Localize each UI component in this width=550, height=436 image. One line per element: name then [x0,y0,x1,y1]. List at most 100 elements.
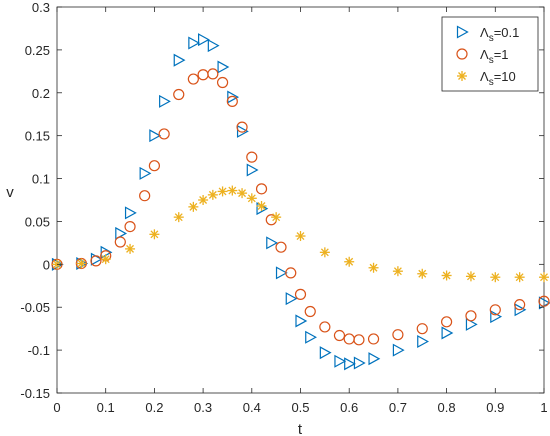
data-point [246,151,258,163]
data-point [125,243,136,254]
data-point [304,305,316,318]
data-point [226,95,238,107]
x-tick-label: 0 [53,400,60,415]
data-point [319,247,330,258]
data-point [188,201,199,212]
x-axis-label: t [298,421,303,436]
series-3 [52,185,549,283]
data-point [158,128,170,140]
y-tick-label: 0.05 [25,214,50,229]
x-tick-label: 0.5 [291,400,309,415]
x-tick-label: 1 [540,400,547,415]
legend-marker [456,25,469,39]
data-point [76,258,87,269]
legend-label: Λs=10 [480,69,516,88]
data-point [353,356,366,370]
data-point [344,357,356,371]
data-point [124,206,137,220]
data-point [275,241,287,253]
data-point [392,329,404,341]
data-point [368,262,379,273]
data-point [149,129,162,143]
data-point [334,354,347,368]
data-point [148,160,160,172]
y-tick-label: -0.05 [20,300,50,315]
data-point [368,352,381,366]
data-point [207,189,218,200]
data-point [115,226,128,240]
data-point [417,335,429,349]
legend-marker [457,71,467,81]
data-point [465,271,476,282]
data-point [227,185,238,196]
data-point [236,124,249,138]
data-point [465,310,477,322]
data-point [441,326,454,340]
data-point [392,266,403,277]
data-point [114,236,126,248]
data-point [392,343,405,357]
data-point [538,295,550,307]
x-tick-label: 0.8 [438,400,456,415]
data-point [285,292,298,306]
data-point [100,254,111,265]
data-point [139,190,151,202]
data-point [149,229,160,240]
series-layer [51,33,550,371]
y-tick-label: 0.3 [32,0,50,15]
x-tick-label: 0.6 [340,400,358,415]
axis-ticks: 0 0.1 0.2 0.3 0.4 0.5 0.6 0.7 0.8 0.9 1 -0.15 -0.1 -0… [20,0,547,415]
data-point [246,193,257,204]
data-point [173,212,184,223]
data-point [198,33,210,47]
data-point [367,333,380,345]
data-point [207,39,220,53]
data-point [416,323,428,335]
data-point [441,270,452,281]
x-tick-label: 0.3 [194,400,212,415]
data-point [441,316,453,328]
data-point [275,266,288,280]
data-point [216,76,229,89]
data-point [490,310,503,324]
data-point [236,121,248,133]
data-point [237,188,248,199]
data-point [255,183,268,195]
data-point [333,329,346,342]
data-point [417,268,428,279]
data-point [90,255,102,267]
data-point [188,36,201,50]
data-point [353,334,365,346]
data-point [266,236,279,250]
data-point [319,346,332,360]
legend-label: Λs=1 [480,47,509,66]
data-point [198,195,209,205]
legend-marker [456,48,468,60]
data-point [514,299,526,311]
data-point [173,53,186,67]
data-point [319,321,331,333]
data-point [187,73,199,85]
y-tick-label: -0.1 [28,343,50,358]
data-point [285,267,297,279]
data-point [207,68,219,80]
data-point [139,166,152,180]
x-tick-label: 0.7 [389,400,407,415]
y-axis-label: v [6,184,14,201]
legend-label: Λs=0.1 [480,25,519,44]
data-point [246,163,259,177]
data-point [173,88,185,101]
y-tick-label: 0.1 [32,172,50,187]
y-tick-label: 0.25 [25,43,50,58]
y-tick-label: 0.2 [32,86,50,101]
data-point [227,90,240,104]
y-tick-label: -0.15 [20,386,50,401]
data-point [217,186,228,197]
data-point [490,272,501,283]
legend: Λs=0.1 Λs=1 Λs=10 [441,16,539,92]
y-tick-label: 0.15 [25,129,50,144]
data-point [295,231,306,242]
y-tick-label: 0 [43,257,50,272]
data-point [344,256,355,267]
